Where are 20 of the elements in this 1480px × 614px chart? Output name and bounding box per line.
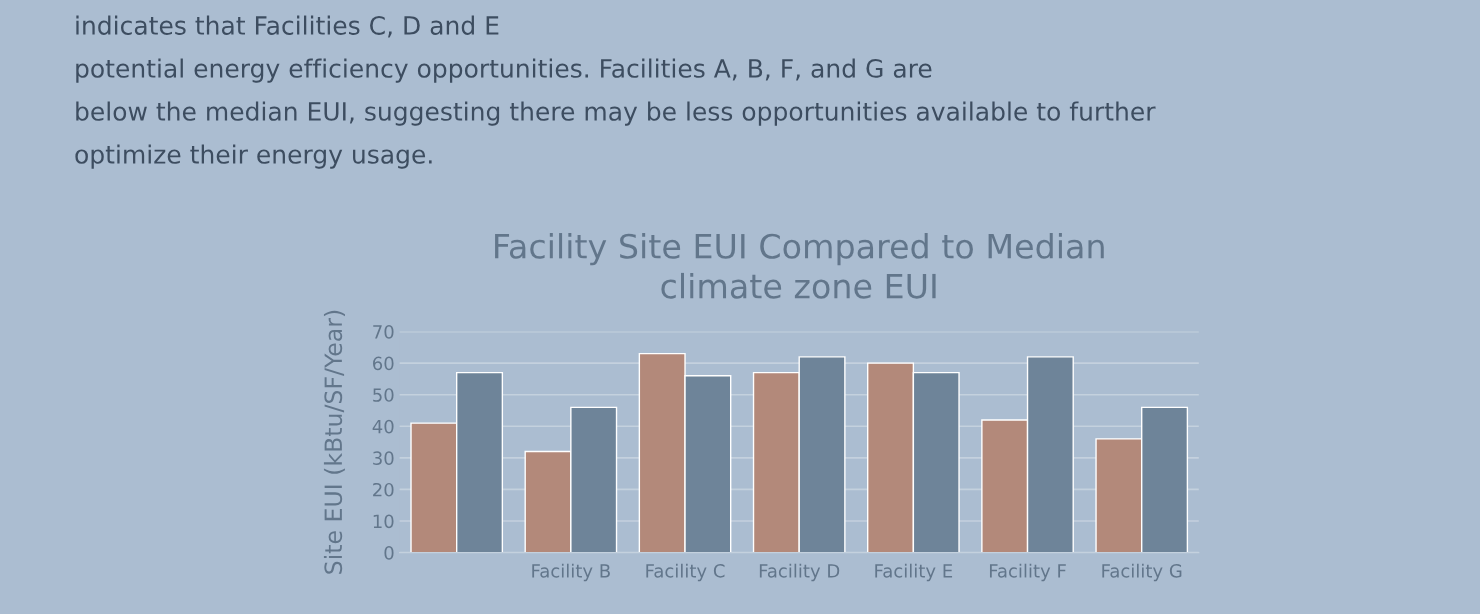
x-tick-label: Facility D bbox=[759, 563, 840, 582]
text: indicates that Facilities C, D and E bbox=[76, 15, 499, 38]
y-tick-label: 60 bbox=[373, 356, 394, 371]
y-tick-label: 20 bbox=[373, 482, 394, 497]
x-tick-label: Facility F bbox=[989, 563, 1066, 582]
text: optimize their energy usage. bbox=[75, 144, 432, 169]
x-tick-label: Facility E bbox=[875, 563, 953, 582]
y-tick-label: 0 bbox=[384, 546, 394, 560]
text: potential energy efficiency opportunities. Facilities A, B, F, and G are bbox=[76, 58, 932, 83]
y-tick-label: 40 bbox=[372, 419, 394, 434]
text: below the median EUI, suggesting there may be less opportunities available to further bbox=[76, 101, 1156, 126]
y-tick-label: 50 bbox=[373, 388, 394, 402]
y-axis-title: Site EUI (kBtu/SF/Year) bbox=[323, 310, 345, 574]
x-tick-label: Facility B bbox=[532, 563, 610, 582]
x-tick-label: Facility G bbox=[1102, 563, 1182, 582]
y-tick-label: 70 bbox=[373, 325, 394, 339]
y-tick-label: 30 bbox=[373, 451, 394, 465]
y-tick-label: 10 bbox=[373, 514, 394, 529]
x-tick-label: Facility C bbox=[646, 563, 725, 582]
chart-title: Facility Site EUI Compared to Median climate zone EUI bbox=[495, 233, 1104, 299]
